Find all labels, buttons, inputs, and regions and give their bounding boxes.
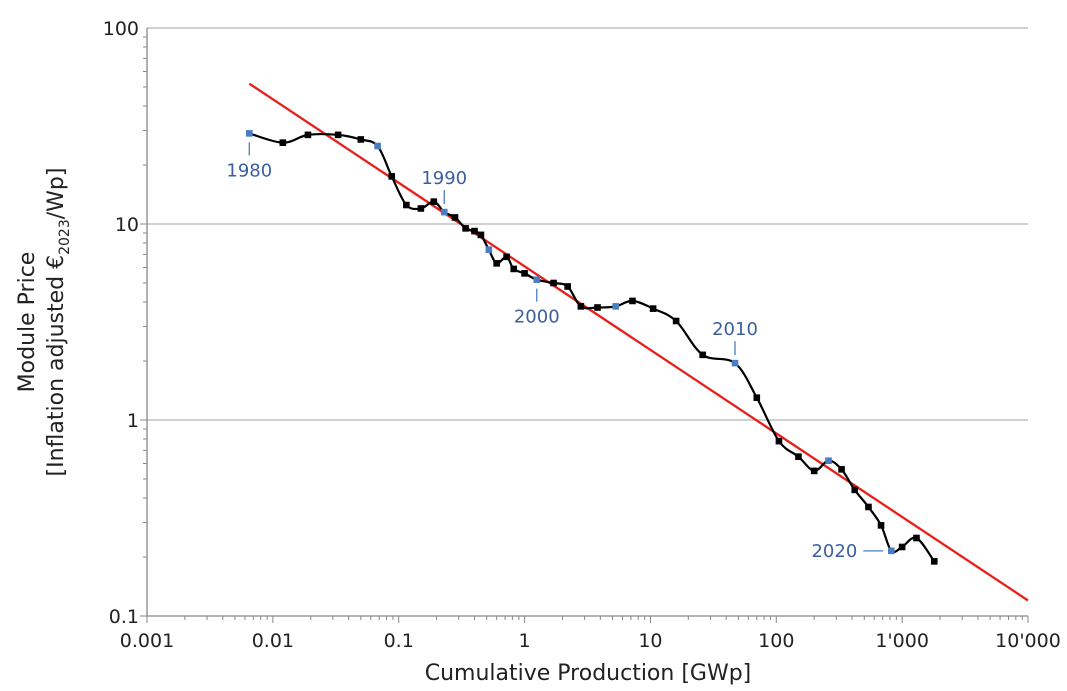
data-point	[403, 201, 410, 209]
x-tick-label: 0.01	[252, 630, 294, 652]
data-point	[898, 543, 906, 551]
data-point	[795, 453, 802, 460]
data-point	[865, 503, 872, 511]
data-point	[279, 139, 287, 146]
data-point	[477, 231, 485, 239]
y-axis-title-suffix: /Wp]	[44, 168, 69, 220]
data-point	[510, 265, 518, 273]
data-point	[388, 173, 396, 180]
y-tick-label: 100	[103, 18, 139, 40]
data-point	[503, 253, 510, 261]
annotations-group: 1980 1990 2000 2010 2020	[226, 142, 884, 562]
y-tick-label: 1	[127, 410, 139, 432]
data-point	[304, 131, 312, 139]
x-tick-label: 0.001	[120, 630, 174, 652]
data-point	[851, 486, 859, 494]
x-tick-label: 10	[638, 630, 662, 652]
year-label: 1980	[226, 160, 272, 181]
year-label: 2020	[811, 541, 857, 562]
data-point	[649, 305, 657, 312]
data-point	[451, 214, 459, 221]
data-point	[699, 351, 706, 359]
x-tick-label: 10'000	[995, 630, 1061, 652]
data-point	[493, 260, 500, 267]
data-point	[913, 534, 920, 542]
data-point	[430, 198, 438, 205]
data-point-highlight	[533, 276, 541, 283]
x-tick-label: 100	[758, 630, 794, 652]
data-point	[550, 279, 557, 287]
y-axis-title: Module Price [Inflation adjusted €2023/W…	[15, 168, 73, 477]
data-point-highlight	[485, 246, 493, 253]
data-point	[334, 131, 342, 139]
data-point-highlight	[731, 359, 739, 367]
x-tick-label: 0.1	[384, 630, 414, 652]
data-point	[471, 227, 478, 235]
data-point	[594, 304, 601, 311]
series-group	[246, 130, 938, 565]
data-point	[672, 317, 680, 325]
y-axis-title-line1: Module Price	[15, 252, 40, 393]
data-point-highlight	[246, 130, 253, 137]
data-point	[877, 522, 885, 529]
data-point	[775, 437, 783, 445]
x-axis-title: Cumulative Production [GWp]	[425, 661, 752, 686]
year-label: 1990	[421, 168, 467, 189]
data-point-highlight	[887, 547, 895, 555]
data-point-highlight	[825, 457, 832, 464]
year-label: 2000	[514, 307, 560, 328]
data-point	[753, 394, 761, 401]
fit-line	[248, 82, 1029, 602]
data-point-highlight	[612, 303, 620, 310]
data-point	[930, 558, 938, 565]
y-axis-title-prefix: [Inflation adjusted €	[44, 255, 69, 477]
x-tick-label: 1'000	[875, 630, 929, 652]
x-tick-label: 1	[519, 630, 531, 652]
y-tick-label: 10	[115, 214, 139, 236]
year-label: 2010	[712, 319, 758, 340]
data-point	[357, 136, 365, 143]
y-tick-label: 0.1	[109, 606, 139, 628]
data-point	[629, 297, 636, 305]
data-point	[417, 205, 425, 212]
y-axis-title-subscript: 2023	[57, 219, 73, 255]
data-point	[462, 225, 469, 232]
price-curve	[248, 132, 936, 563]
data-point-highlight	[440, 208, 448, 216]
y-axis-title-line2: [Inflation adjusted €2023/Wp]	[44, 168, 73, 477]
fit-line-group	[248, 82, 1029, 602]
data-point	[810, 467, 818, 475]
gridlines	[147, 27, 1028, 421]
data-point	[521, 270, 528, 277]
data-point-highlight	[374, 142, 381, 150]
data-point	[577, 303, 585, 310]
axes: 0.1 1 10 100 0.001 0.01 0.1 1 10 100 1'000 10'000	[103, 18, 1061, 652]
data-point	[564, 283, 571, 290]
data-point	[838, 466, 845, 473]
